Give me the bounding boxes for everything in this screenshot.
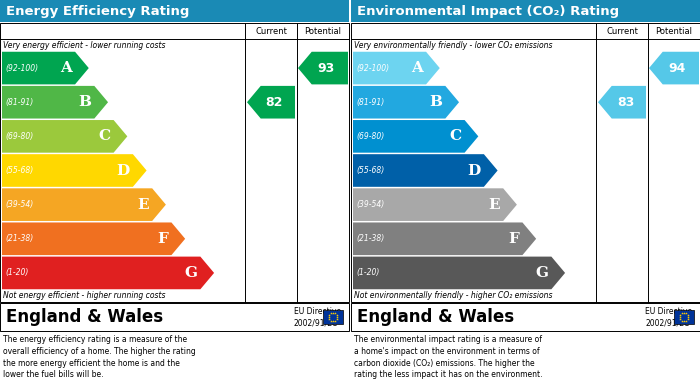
Text: (69-80): (69-80) bbox=[5, 132, 34, 141]
Text: Very energy efficient - lower running costs: Very energy efficient - lower running co… bbox=[3, 41, 165, 50]
Text: (55-68): (55-68) bbox=[356, 166, 384, 175]
Text: (55-68): (55-68) bbox=[5, 166, 34, 175]
Polygon shape bbox=[2, 154, 146, 187]
Polygon shape bbox=[353, 188, 517, 221]
Polygon shape bbox=[2, 86, 108, 118]
Polygon shape bbox=[353, 86, 459, 118]
Text: D: D bbox=[468, 163, 481, 178]
Text: The environmental impact rating is a measure of
a home's impact on the environme: The environmental impact rating is a mea… bbox=[354, 335, 542, 379]
Bar bbox=[674, 310, 694, 324]
Text: B: B bbox=[429, 95, 442, 109]
Text: (81-91): (81-91) bbox=[356, 98, 384, 107]
Text: G: G bbox=[184, 266, 197, 280]
Text: (92-100): (92-100) bbox=[356, 64, 389, 73]
Text: C: C bbox=[99, 129, 111, 143]
Text: G: G bbox=[536, 266, 548, 280]
Text: EU Directive
2002/91/EC: EU Directive 2002/91/EC bbox=[294, 307, 341, 327]
Text: England & Wales: England & Wales bbox=[357, 308, 514, 326]
Polygon shape bbox=[2, 52, 89, 84]
Text: (21-38): (21-38) bbox=[5, 234, 34, 243]
Polygon shape bbox=[353, 222, 536, 255]
Text: Energy Efficiency Rating: Energy Efficiency Rating bbox=[6, 5, 190, 18]
Text: 82: 82 bbox=[266, 96, 283, 109]
Text: 94: 94 bbox=[668, 61, 686, 75]
Bar bbox=[351, 23, 700, 302]
Text: F: F bbox=[158, 232, 169, 246]
Text: (1-20): (1-20) bbox=[5, 269, 29, 278]
Text: (39-54): (39-54) bbox=[356, 200, 384, 209]
Text: (92-100): (92-100) bbox=[5, 64, 38, 73]
Text: EU Directive
2002/91/EC: EU Directive 2002/91/EC bbox=[645, 307, 692, 327]
Bar bbox=[351, 0, 700, 22]
Polygon shape bbox=[2, 120, 127, 152]
Bar bbox=[0, 23, 349, 302]
Text: 83: 83 bbox=[617, 96, 634, 109]
Bar bbox=[351, 303, 700, 331]
Text: Potential: Potential bbox=[304, 27, 342, 36]
Text: Very environmentally friendly - lower CO₂ emissions: Very environmentally friendly - lower CO… bbox=[354, 41, 552, 50]
Polygon shape bbox=[2, 188, 166, 221]
Text: E: E bbox=[137, 197, 149, 212]
Text: Current: Current bbox=[255, 27, 287, 36]
Polygon shape bbox=[353, 120, 478, 152]
Bar bbox=[0, 0, 349, 22]
Text: F: F bbox=[509, 232, 519, 246]
Text: A: A bbox=[60, 61, 72, 75]
Text: (39-54): (39-54) bbox=[5, 200, 34, 209]
Polygon shape bbox=[298, 52, 348, 84]
Text: Not energy efficient - higher running costs: Not energy efficient - higher running co… bbox=[3, 291, 165, 300]
Polygon shape bbox=[353, 52, 440, 84]
Bar bbox=[323, 310, 343, 324]
Text: Environmental Impact (CO₂) Rating: Environmental Impact (CO₂) Rating bbox=[357, 5, 619, 18]
Polygon shape bbox=[2, 256, 214, 289]
Text: D: D bbox=[117, 163, 130, 178]
Text: 93: 93 bbox=[318, 61, 335, 75]
Text: Current: Current bbox=[606, 27, 638, 36]
Polygon shape bbox=[247, 86, 295, 118]
Text: A: A bbox=[411, 61, 423, 75]
Bar bbox=[0, 303, 349, 331]
Text: Not environmentally friendly - higher CO₂ emissions: Not environmentally friendly - higher CO… bbox=[354, 291, 552, 300]
Text: Potential: Potential bbox=[655, 27, 692, 36]
Text: England & Wales: England & Wales bbox=[6, 308, 163, 326]
Polygon shape bbox=[598, 86, 646, 118]
Text: E: E bbox=[489, 197, 500, 212]
Text: The energy efficiency rating is a measure of the
overall efficiency of a home. T: The energy efficiency rating is a measur… bbox=[3, 335, 196, 379]
Text: (1-20): (1-20) bbox=[356, 269, 379, 278]
Text: (21-38): (21-38) bbox=[356, 234, 384, 243]
Text: (69-80): (69-80) bbox=[356, 132, 384, 141]
Polygon shape bbox=[353, 154, 498, 187]
Polygon shape bbox=[353, 256, 565, 289]
Text: B: B bbox=[78, 95, 91, 109]
Polygon shape bbox=[649, 52, 699, 84]
Text: C: C bbox=[449, 129, 461, 143]
Text: (81-91): (81-91) bbox=[5, 98, 34, 107]
Polygon shape bbox=[2, 222, 186, 255]
